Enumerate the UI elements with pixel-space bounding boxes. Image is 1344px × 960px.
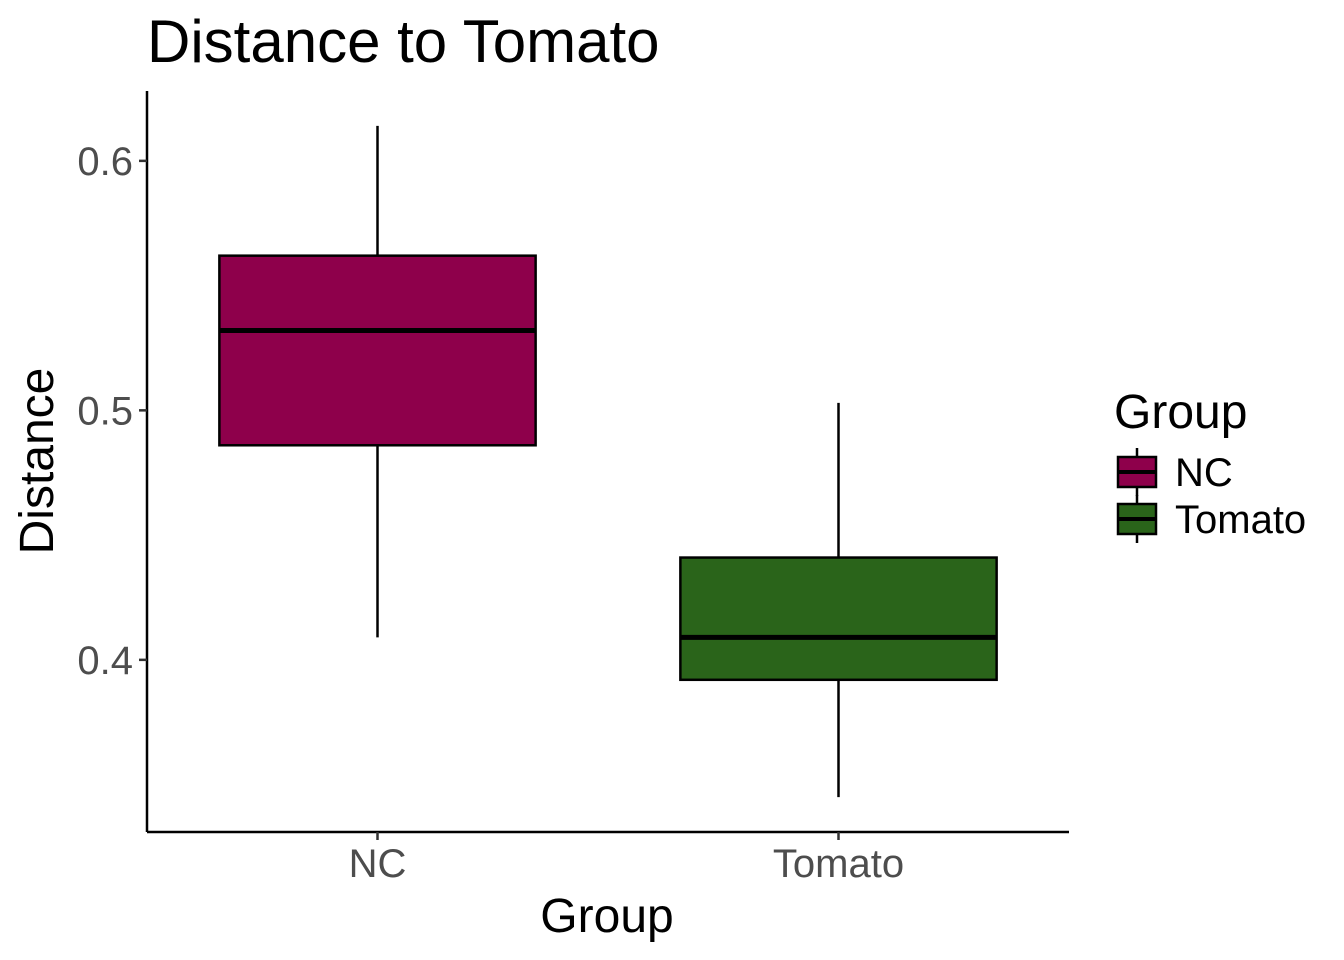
x-axis: NC Tomato [147,830,1069,886]
iqr-box [218,254,537,447]
legend-label: Tomato [1175,498,1306,542]
box-tomato [679,402,998,798]
x-axis-title: Group [540,890,673,943]
legend-label: NC [1175,451,1233,495]
plot-area [218,125,998,798]
y-tick-label: 0.4 [77,639,133,683]
iqr-box [679,556,998,682]
box-nc [218,125,537,638]
y-axis: 0.4 0.5 0.6 [77,91,149,832]
chart-title: Distance to Tomato [147,8,660,75]
x-tick-label: NC [349,842,407,886]
y-tick-label: 0.6 [77,140,133,184]
x-tick-label: Tomato [773,842,904,886]
legend-item-tomato: Tomato [1116,495,1306,543]
legend-item-nc: NC [1116,448,1233,496]
legend-title: Group [1114,386,1247,439]
y-tick-label: 0.5 [77,389,133,433]
y-axis-title: Distance [11,368,64,555]
